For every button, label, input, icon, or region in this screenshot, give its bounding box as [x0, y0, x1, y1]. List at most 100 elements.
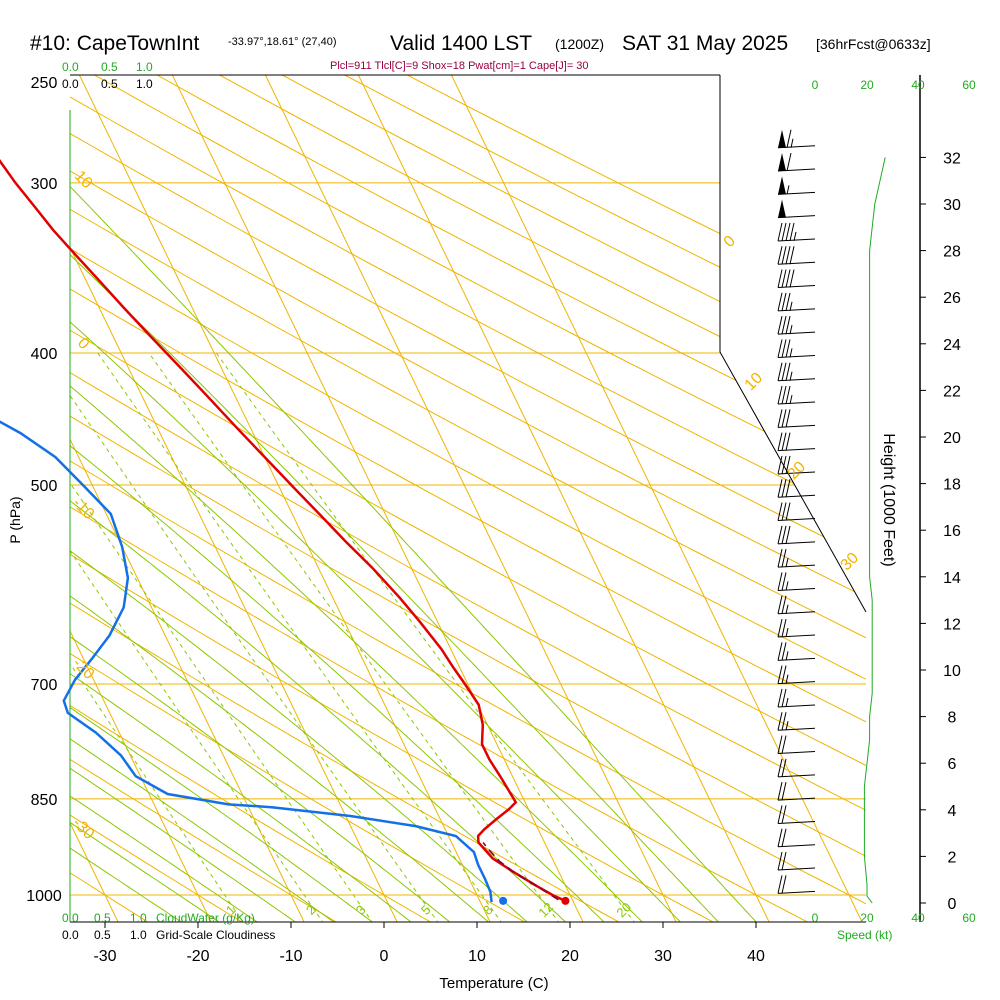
wind-barb-feather: [781, 362, 787, 381]
wind-barb-feather: [777, 851, 783, 871]
wind-barb-feather: [777, 246, 783, 265]
isotherm-line: [70, 75, 226, 922]
wind-barb-half-feather: [790, 138, 794, 148]
wind-barb-shaft: [777, 424, 816, 428]
wind-barb-feather: [785, 432, 791, 451]
cloudwater-bottom-tick: 0.0: [62, 911, 79, 925]
wind-barb-feather: [781, 595, 787, 614]
wind-barb-feather: [781, 735, 787, 754]
wind-barb-shaft: [777, 634, 816, 638]
dry-adiabat-line: [70, 75, 866, 922]
isotherm-label: 0: [721, 233, 739, 251]
mixing-ratio-line: [70, 352, 245, 922]
wind-barb-feather: [781, 805, 787, 824]
dry-adiabat-line: [70, 75, 866, 922]
isotherm-label: 30: [838, 549, 863, 574]
wind-barb: [777, 828, 816, 848]
forecast-info: [36hrFcst@0633z]: [816, 36, 931, 52]
dry-adiabat-line: [70, 75, 866, 922]
isotherm-line: [293, 75, 784, 922]
wind-barb-feather: [781, 525, 787, 544]
wind-barb-shaft: [777, 564, 816, 568]
dry-adiabat-line: [70, 75, 866, 922]
wind-barb-shaft: [777, 354, 816, 358]
wind-barb: [777, 362, 816, 382]
cloudiness-bottom-tick: 0.0: [62, 928, 79, 942]
dry-adiabat-line: [0, 0, 4, 951]
mixing-ratio-label: 20: [613, 899, 634, 920]
speed-top-tick: 40: [911, 78, 925, 92]
wind-barb-feather: [777, 875, 783, 894]
wind-barb-feather: [781, 665, 787, 684]
station-coords: -33.97°,18.61° (27,40): [228, 36, 336, 48]
wind-barb-half-feather: [789, 325, 793, 335]
height-tick-label: 24: [943, 337, 961, 354]
moist-adiabat-line: [70, 75, 412, 922]
wind-barb-feather: [785, 385, 791, 405]
wind-barb: [777, 222, 816, 242]
wind-barb-shaft: [777, 285, 816, 289]
dry-adiabat-line: [70, 75, 866, 922]
wind-barb-feather: [785, 479, 791, 498]
temperature-tick-label: -20: [186, 948, 209, 965]
text-layer: #10: CapeTownInt -33.97°,18.61° (27,40) …: [7, 32, 976, 992]
height-tick-label: 26: [943, 290, 961, 307]
wind-barb-shaft: [777, 727, 816, 731]
cloudiness-bottom-tick: 1.0: [130, 928, 147, 942]
wind-barb-feather: [785, 269, 791, 288]
moist-adiabat-line: [70, 75, 338, 922]
moist-adiabat-line: [70, 75, 449, 922]
moist-adiabat-line: [70, 75, 263, 922]
stability-indices: Plcl=911 Tlcl[C]=9 Shox=18 Pwat[cm]=1 Ca…: [330, 60, 589, 72]
pressure-tick-label: 250: [31, 75, 58, 92]
wind-barb-feather: [777, 758, 783, 777]
speed-bottom-tick: 0: [812, 911, 819, 925]
dry-adiabat-line: [70, 75, 864, 922]
wind-barb-shaft: [777, 797, 816, 801]
wind-barb-feather: [781, 269, 787, 288]
wind-barb-feather: [781, 875, 787, 894]
wind-barb-half-feather: [785, 674, 789, 684]
wind-barb-feather: [781, 432, 787, 451]
moist-adiabat-line: [70, 75, 673, 922]
temperature-tick-label: -30: [93, 948, 116, 965]
pressure-tick-label: 850: [31, 792, 58, 809]
wind-barb-feather: [781, 316, 787, 335]
wind-barb-shaft: [777, 471, 816, 475]
wind-barb: [777, 199, 816, 219]
isotherm-line: [70, 75, 505, 922]
height-tick-label: 2: [948, 849, 957, 866]
wind-barb-feather: [777, 525, 783, 544]
wind-barb-feather: [781, 455, 787, 475]
wind-barb-feather: [781, 339, 787, 358]
wind-barb: [777, 642, 816, 661]
isotherm-line: [386, 75, 866, 922]
wind-barb-feather: [785, 292, 791, 311]
plot-area: [0, 0, 866, 951]
dry-adiabat-line: [70, 75, 866, 922]
height-tick-label: 32: [943, 150, 961, 167]
cloudwater-top-tick: 1.0: [136, 60, 153, 74]
wind-barb: [777, 316, 816, 335]
wind-barb-feather: [785, 246, 791, 265]
moist-adiabat-line: [70, 75, 375, 922]
surface-dewpoint-marker: [499, 896, 508, 905]
wind-barb-feather: [777, 642, 783, 661]
wind-barb: [777, 525, 816, 545]
wind-barb-shaft: [777, 751, 816, 755]
grid-layer: [0, 0, 867, 951]
wind-speed-profile-line: [863, 157, 886, 904]
sounding-lines: [0, 159, 570, 905]
height-tick-label: 4: [948, 803, 957, 820]
wind-barb: [777, 339, 816, 358]
wind-barb-shaft: [777, 681, 816, 685]
cloudiness-top-tick: 1.0: [136, 77, 153, 91]
wind-barb-feather: [777, 292, 783, 311]
wind-barb-feather: [781, 409, 787, 428]
wind-barb-feather: [777, 595, 783, 614]
wind-barb-half-feather: [785, 558, 789, 568]
isotherm-label: 0: [74, 335, 92, 353]
dry-adiabat-line: [70, 75, 196, 922]
wind-barb-feather: [777, 502, 783, 521]
